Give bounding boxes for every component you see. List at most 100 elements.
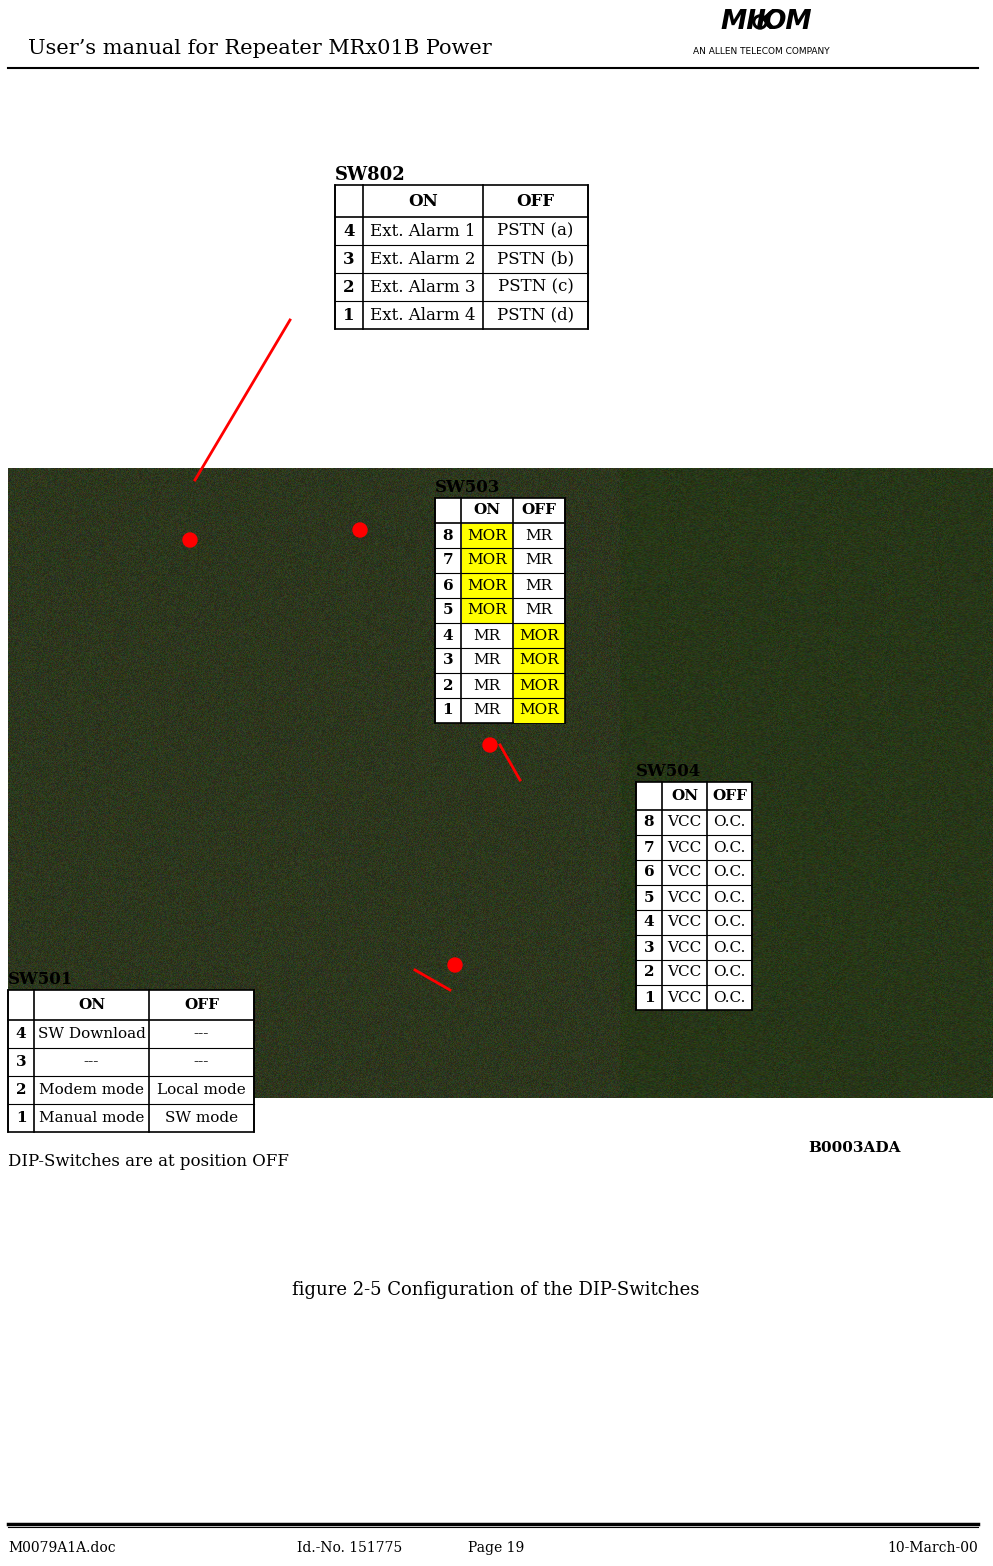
Text: SW503: SW503 [435, 479, 500, 496]
Text: ON: ON [408, 193, 438, 210]
Text: User’s manual for Repeater MRx01B Power: User’s manual for Repeater MRx01B Power [28, 39, 492, 58]
Text: 8: 8 [643, 816, 654, 830]
Text: O.C.: O.C. [713, 966, 746, 979]
Text: PSTN (d): PSTN (d) [496, 307, 574, 324]
Text: MOR: MOR [519, 628, 559, 642]
Circle shape [753, 16, 767, 30]
Text: M0079A1A.doc: M0079A1A.doc [8, 1541, 115, 1555]
Text: PSTN (b): PSTN (b) [496, 251, 574, 268]
Text: Page 19: Page 19 [468, 1541, 524, 1555]
Bar [462, 598, 512, 623]
Text: 4: 4 [643, 916, 654, 930]
Circle shape [756, 17, 764, 27]
Text: Ext. Alarm 1: Ext. Alarm 1 [370, 222, 476, 240]
Circle shape [448, 958, 462, 972]
Text: OM: OM [763, 9, 811, 34]
Text: 2: 2 [344, 279, 355, 296]
Text: O.C.: O.C. [713, 916, 746, 930]
Text: VCC: VCC [667, 966, 702, 979]
Text: 2: 2 [16, 1084, 26, 1098]
Text: O.C.: O.C. [713, 866, 746, 880]
Text: 6: 6 [443, 578, 454, 592]
Text: ---: --- [194, 1055, 210, 1070]
Text: MR: MR [474, 653, 500, 667]
Text: MR: MR [474, 628, 500, 642]
Text: VCC: VCC [667, 816, 702, 830]
Text: PSTN (a): PSTN (a) [497, 222, 574, 240]
Text: 1: 1 [344, 307, 355, 324]
Text: OFF: OFF [516, 193, 554, 210]
Text: 5: 5 [443, 603, 453, 617]
Text: 5: 5 [643, 891, 654, 905]
Text: PSTN (c): PSTN (c) [497, 279, 573, 296]
Text: O.C.: O.C. [713, 941, 746, 955]
Text: MOR: MOR [519, 703, 559, 717]
Text: Modem mode: Modem mode [39, 1084, 144, 1098]
Circle shape [183, 532, 197, 547]
Text: 4: 4 [16, 1027, 26, 1041]
Text: MOR: MOR [519, 653, 559, 667]
Text: 3: 3 [344, 251, 355, 268]
Text: ON: ON [474, 504, 500, 517]
Bar [435, 498, 565, 723]
Text: Id.-No. 151775: Id.-No. 151775 [297, 1541, 402, 1555]
Text: 7: 7 [443, 553, 454, 567]
Text: Ext. Alarm 3: Ext. Alarm 3 [370, 279, 476, 296]
Text: MIK: MIK [720, 9, 777, 34]
Text: 7: 7 [643, 841, 654, 855]
Bar [513, 673, 564, 697]
Text: MOR: MOR [467, 578, 506, 592]
Text: SW802: SW802 [335, 166, 406, 183]
Text: ---: --- [83, 1055, 99, 1070]
Text: VCC: VCC [667, 916, 702, 930]
Text: MR: MR [525, 578, 552, 592]
Text: 1: 1 [643, 991, 654, 1004]
Text: MR: MR [525, 553, 552, 567]
Text: SW504: SW504 [636, 764, 701, 780]
Bar [513, 623, 564, 647]
Bar [462, 573, 512, 598]
Text: MR: MR [525, 528, 552, 542]
Text: MOR: MOR [467, 528, 506, 542]
Text: Local mode: Local mode [157, 1084, 246, 1098]
Text: O.C.: O.C. [713, 991, 746, 1004]
Bar [513, 648, 564, 672]
Text: VCC: VCC [667, 866, 702, 880]
Text: ---: --- [194, 1027, 210, 1041]
Bar [462, 548, 512, 573]
Text: figure 2-5 Configuration of the DIP-Switches: figure 2-5 Configuration of the DIP-Swit… [292, 1281, 700, 1300]
Text: 3: 3 [16, 1055, 26, 1070]
Text: 8: 8 [443, 528, 454, 542]
Bar [335, 185, 588, 329]
Text: 10-March-00: 10-March-00 [888, 1541, 978, 1555]
Text: MOR: MOR [519, 678, 559, 692]
Text: OFF: OFF [184, 998, 219, 1012]
Text: MR: MR [474, 703, 500, 717]
Text: 1: 1 [16, 1110, 26, 1124]
Text: 3: 3 [443, 653, 454, 667]
Text: O.C.: O.C. [713, 891, 746, 905]
Text: SW501: SW501 [8, 971, 73, 988]
Text: O.C.: O.C. [713, 816, 746, 830]
Text: OFF: OFF [712, 789, 747, 803]
Text: 2: 2 [443, 678, 453, 692]
Text: MR: MR [474, 678, 500, 692]
Text: MOR: MOR [467, 553, 506, 567]
Text: 2: 2 [643, 966, 654, 979]
Text: ON: ON [671, 789, 698, 803]
Text: MOR: MOR [467, 603, 506, 617]
Circle shape [353, 523, 367, 537]
Text: VCC: VCC [667, 891, 702, 905]
Text: MR: MR [525, 603, 552, 617]
Text: B0003ADA: B0003ADA [808, 1142, 902, 1156]
Text: VCC: VCC [667, 941, 702, 955]
Circle shape [483, 738, 497, 752]
Text: ON: ON [77, 998, 105, 1012]
Text: 6: 6 [643, 866, 654, 880]
Text: 3: 3 [643, 941, 654, 955]
Text: 4: 4 [344, 222, 355, 240]
Text: 4: 4 [443, 628, 454, 642]
Bar [8, 990, 254, 1132]
Text: O.C.: O.C. [713, 841, 746, 855]
Text: Ext. Alarm 2: Ext. Alarm 2 [370, 251, 476, 268]
